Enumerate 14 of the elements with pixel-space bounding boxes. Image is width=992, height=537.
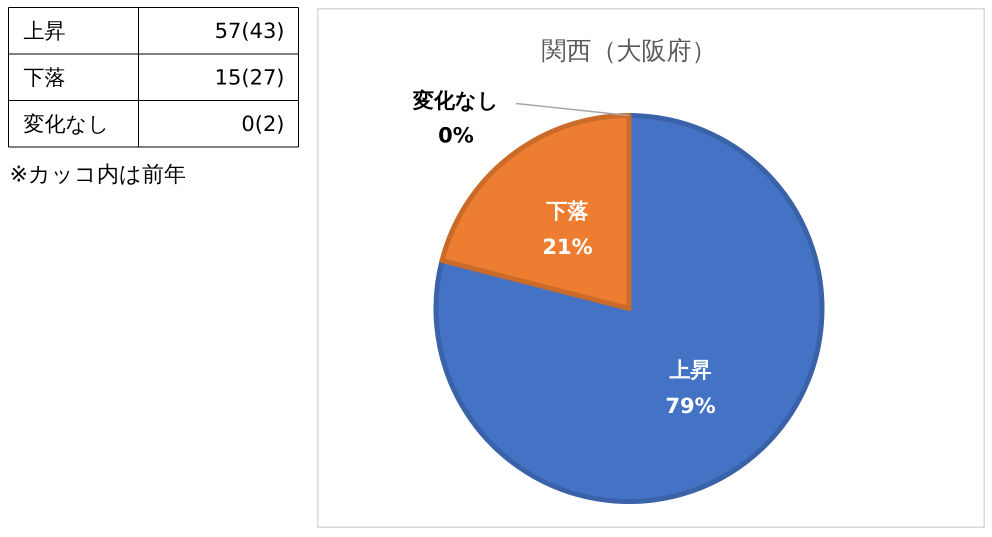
data-label: 15(27) — [214, 65, 285, 90]
slice-label: 下落 — [545, 199, 588, 224]
category-label: 上昇 — [24, 18, 66, 43]
data-label: 79% — [665, 394, 716, 418]
category-label: 変化なし — [413, 88, 499, 112]
text: ※カッコ内は前年 — [10, 162, 186, 188]
text: 0% — [438, 124, 474, 148]
slice-label: 上昇 — [668, 358, 712, 382]
data-label: 0(2) — [241, 112, 284, 136]
data-label: 57(43) — [214, 18, 285, 43]
data-label: 21% — [542, 235, 593, 260]
category-label: 下落 — [24, 65, 66, 90]
chart-title: 関西（大阪府） — [542, 36, 716, 65]
category-label: 変化なし — [24, 112, 110, 136]
